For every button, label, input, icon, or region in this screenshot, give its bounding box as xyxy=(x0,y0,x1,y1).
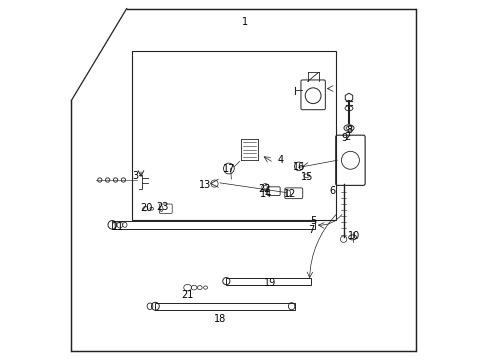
Text: 15: 15 xyxy=(300,172,313,182)
Text: 5: 5 xyxy=(310,216,316,226)
Text: 11: 11 xyxy=(112,222,124,232)
Text: 21: 21 xyxy=(181,290,194,300)
Text: 16: 16 xyxy=(293,162,305,172)
Text: 22: 22 xyxy=(258,184,271,194)
Text: 7: 7 xyxy=(308,225,315,235)
Text: 18: 18 xyxy=(214,314,226,324)
Text: 1: 1 xyxy=(242,17,248,27)
Text: 23: 23 xyxy=(156,202,169,212)
Text: 3: 3 xyxy=(133,171,139,181)
Text: 4: 4 xyxy=(278,155,284,165)
Text: 13: 13 xyxy=(199,180,212,190)
Text: 2: 2 xyxy=(344,132,350,142)
Text: 12: 12 xyxy=(284,189,296,199)
Text: 10: 10 xyxy=(348,231,361,240)
Text: 17: 17 xyxy=(222,163,235,174)
Text: 9: 9 xyxy=(341,134,347,143)
Text: 6: 6 xyxy=(330,186,336,196)
Text: 19: 19 xyxy=(264,278,276,288)
Text: 8: 8 xyxy=(346,125,352,135)
Text: 14: 14 xyxy=(260,189,272,199)
Text: 20: 20 xyxy=(140,203,152,213)
